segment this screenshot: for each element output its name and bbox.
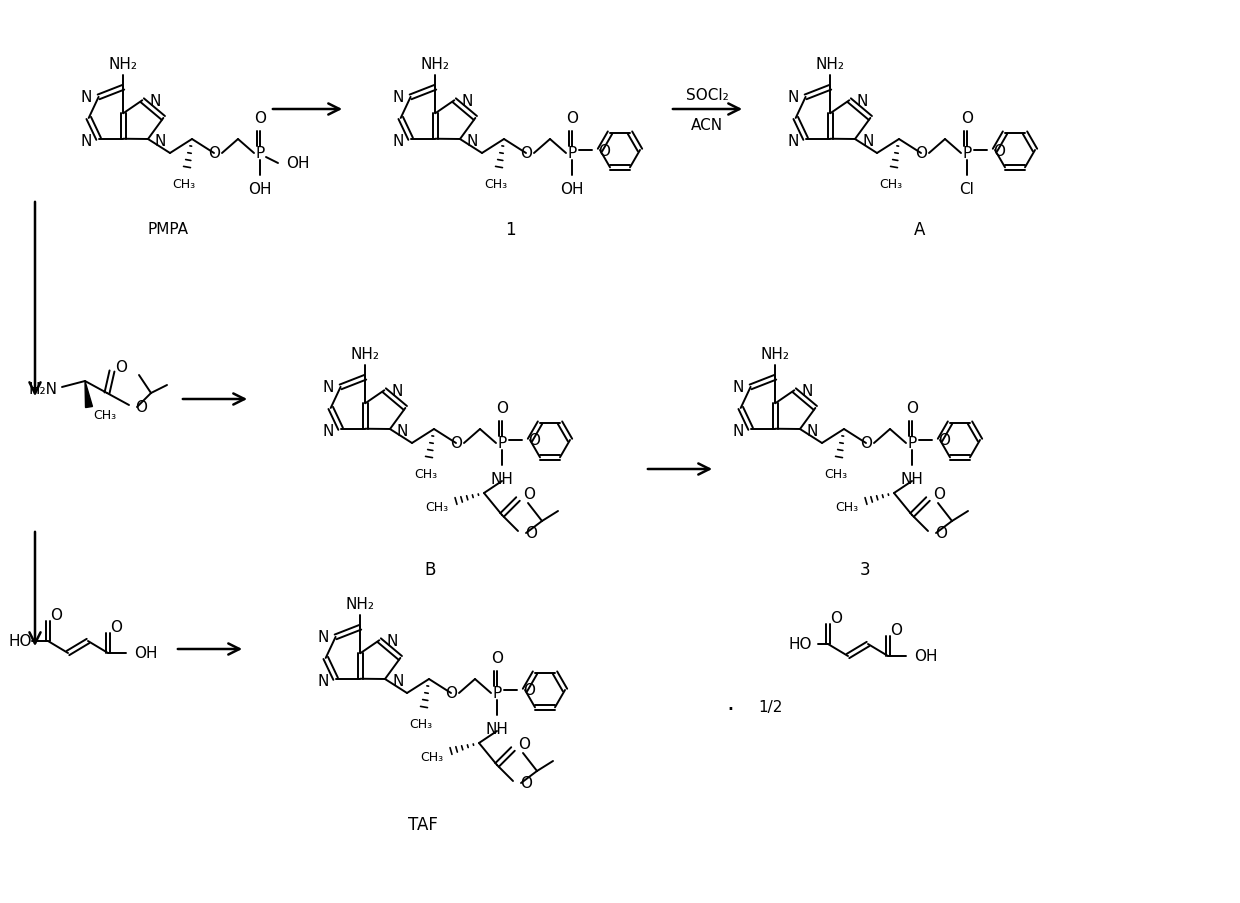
Text: N: N	[461, 94, 472, 108]
Text: O: O	[115, 360, 126, 375]
Text: N: N	[397, 424, 408, 439]
Text: O: O	[598, 144, 610, 158]
Text: N: N	[801, 384, 812, 398]
Text: OH: OH	[248, 182, 272, 197]
Text: NH: NH	[486, 721, 508, 736]
Text: N: N	[392, 90, 403, 106]
Text: CH₃: CH₃	[835, 501, 858, 514]
Text: 1: 1	[505, 220, 516, 238]
Text: O: O	[518, 737, 529, 751]
Text: O: O	[935, 526, 947, 541]
Text: N: N	[787, 134, 799, 149]
Text: N: N	[322, 424, 334, 439]
Text: NH₂: NH₂	[346, 597, 374, 611]
Text: ·: ·	[725, 697, 734, 721]
Text: NH: NH	[491, 471, 513, 487]
Text: NH₂: NH₂	[761, 347, 790, 362]
Text: CH₃: CH₃	[93, 409, 117, 422]
Text: N: N	[857, 94, 868, 108]
Text: O: O	[890, 623, 901, 638]
Text: O: O	[491, 650, 503, 666]
Text: N: N	[149, 94, 161, 108]
Text: O: O	[961, 111, 973, 126]
Text: N: N	[862, 135, 873, 149]
Text: CH₃: CH₃	[485, 178, 507, 191]
Text: NH₂: NH₂	[351, 347, 379, 362]
Text: N: N	[81, 134, 92, 149]
Text: O: O	[861, 436, 872, 451]
Text: TAF: TAF	[408, 815, 438, 833]
Text: OH: OH	[286, 156, 310, 172]
Text: NH: NH	[900, 471, 924, 487]
Text: CH₃: CH₃	[879, 178, 903, 191]
Text: OH: OH	[560, 182, 584, 197]
Text: 1/2: 1/2	[758, 700, 782, 714]
Text: O: O	[937, 433, 950, 448]
Text: O: O	[830, 610, 842, 626]
Text: P: P	[492, 685, 502, 701]
Text: O: O	[993, 144, 1004, 158]
Text: N: N	[387, 633, 398, 648]
Text: CH₃: CH₃	[414, 468, 438, 480]
Text: O: O	[523, 683, 534, 698]
Text: H₂N: H₂N	[29, 382, 58, 397]
Text: N: N	[155, 135, 166, 149]
Text: HO: HO	[789, 637, 812, 652]
Polygon shape	[86, 382, 93, 408]
Text: PMPA: PMPA	[148, 222, 188, 237]
Text: N: N	[807, 424, 818, 439]
Text: N: N	[733, 424, 744, 439]
Text: HO: HO	[9, 634, 32, 648]
Text: P: P	[962, 146, 972, 162]
Text: O: O	[254, 111, 267, 126]
Text: N: N	[322, 380, 334, 395]
Text: N: N	[317, 629, 329, 645]
Text: N: N	[392, 674, 403, 689]
Text: ACN: ACN	[691, 117, 723, 133]
Text: O: O	[528, 433, 539, 448]
Text: O: O	[520, 776, 532, 791]
Text: OH: OH	[914, 648, 937, 664]
Text: O: O	[445, 685, 458, 701]
Text: CH₃: CH₃	[420, 750, 443, 764]
Text: O: O	[496, 401, 508, 415]
Text: O: O	[906, 401, 918, 415]
Text: SOCl₂: SOCl₂	[686, 88, 728, 102]
Text: O: O	[565, 111, 578, 126]
Text: CH₃: CH₃	[825, 468, 848, 480]
Text: P: P	[255, 146, 264, 162]
Text: O: O	[50, 608, 62, 623]
Text: OH: OH	[134, 646, 157, 661]
Text: O: O	[208, 146, 219, 162]
Text: N: N	[392, 384, 403, 398]
Text: O: O	[110, 619, 122, 635]
Text: N: N	[81, 90, 92, 106]
Text: N: N	[733, 380, 744, 395]
Text: P: P	[908, 436, 916, 451]
Text: O: O	[135, 400, 148, 415]
Text: CH₃: CH₃	[409, 717, 433, 731]
Text: O: O	[932, 487, 945, 502]
Text: CH₃: CH₃	[425, 501, 448, 514]
Text: 3: 3	[859, 561, 870, 578]
Text: P: P	[568, 146, 577, 162]
Text: O: O	[525, 526, 537, 541]
Text: O: O	[520, 146, 532, 162]
Text: O: O	[915, 146, 928, 162]
Text: Cl: Cl	[960, 182, 975, 197]
Text: N: N	[467, 135, 479, 149]
Text: P: P	[497, 436, 507, 451]
Text: CH₃: CH₃	[172, 178, 196, 191]
Text: N: N	[317, 674, 329, 688]
Text: N: N	[787, 90, 799, 106]
Text: NH₂: NH₂	[420, 57, 450, 72]
Text: O: O	[523, 487, 534, 502]
Text: A: A	[914, 220, 926, 238]
Text: NH₂: NH₂	[109, 57, 138, 72]
Text: O: O	[450, 436, 463, 451]
Text: NH₂: NH₂	[816, 57, 844, 72]
Text: N: N	[392, 134, 403, 149]
Text: B: B	[424, 561, 435, 578]
